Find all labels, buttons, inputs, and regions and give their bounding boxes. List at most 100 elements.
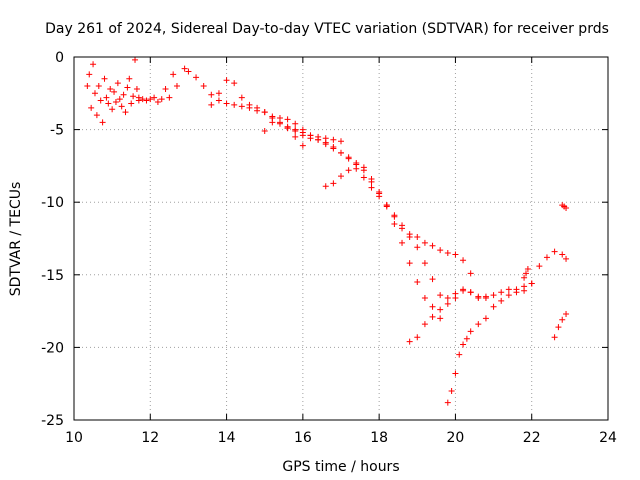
y-tick-label: -25	[41, 413, 64, 429]
plot-frame	[73, 56, 609, 421]
data-point	[429, 313, 436, 320]
data-point	[429, 303, 436, 310]
data-point	[345, 167, 352, 174]
data-point	[368, 178, 375, 185]
data-point	[563, 311, 570, 318]
y-tick-label: -10	[41, 195, 64, 211]
data-point	[490, 303, 497, 310]
axis-ticks	[73, 56, 609, 421]
data-point	[292, 128, 299, 135]
data-point	[414, 279, 421, 286]
data-point	[118, 103, 125, 110]
x-tick-label: 16	[294, 430, 312, 446]
data-point	[299, 126, 306, 133]
grid-lines	[74, 57, 608, 420]
data-point	[103, 94, 110, 101]
data-point	[543, 254, 550, 261]
data-point	[330, 136, 337, 143]
data-point	[460, 341, 467, 348]
data-point	[467, 270, 474, 277]
data-point	[299, 142, 306, 149]
data-point	[421, 239, 428, 246]
data-point	[200, 83, 207, 90]
data-point	[338, 173, 344, 180]
data-point	[170, 71, 177, 78]
data-point	[383, 202, 390, 209]
data-point	[261, 128, 268, 135]
data-point	[307, 132, 314, 139]
data-point	[238, 103, 245, 110]
data-point	[475, 295, 482, 302]
data-point	[536, 263, 543, 270]
data-point	[563, 255, 570, 262]
data-point	[429, 276, 436, 283]
data-point	[360, 174, 367, 181]
data-point	[338, 149, 344, 156]
data-point	[132, 56, 139, 63]
data-point	[261, 109, 268, 116]
data-point	[475, 321, 482, 328]
data-point	[181, 65, 188, 72]
data-point	[166, 94, 173, 101]
y-tick-labels: 0 -5 -10 -15 -20 -25	[41, 50, 64, 429]
x-tick-label: 14	[218, 430, 236, 446]
data-point	[116, 96, 123, 103]
data-point	[330, 145, 337, 152]
data-point	[482, 315, 489, 322]
data-point	[284, 125, 291, 132]
y-tick-label: 0	[55, 50, 64, 66]
data-point	[437, 315, 444, 322]
data-point	[522, 270, 529, 277]
data-point	[429, 242, 436, 249]
data-point	[330, 180, 337, 187]
y-tick-label: -5	[50, 123, 64, 139]
data-point	[133, 85, 140, 92]
data-point	[254, 104, 261, 111]
data-point	[128, 100, 135, 107]
data-point	[223, 77, 230, 84]
data-point	[421, 295, 428, 302]
data-point	[109, 106, 116, 113]
x-tick-label: 18	[370, 430, 388, 446]
data-point	[99, 119, 106, 126]
data-point	[551, 248, 558, 255]
data-point	[467, 328, 474, 335]
data-point	[154, 99, 161, 106]
data-point	[223, 100, 230, 107]
x-tick-label: 12	[141, 430, 159, 446]
x-tick-label: 20	[447, 430, 465, 446]
data-point	[452, 295, 459, 302]
data-point	[158, 96, 165, 103]
data-point	[448, 387, 455, 394]
data-point	[322, 183, 329, 190]
data-point	[482, 293, 489, 300]
data-point	[215, 97, 222, 104]
data-point	[120, 91, 127, 98]
data-point	[276, 114, 283, 121]
data-point	[528, 280, 535, 287]
y-axis-label: SDTVAR / TECUs	[8, 182, 24, 297]
data-point	[299, 132, 306, 139]
data-point	[463, 335, 470, 342]
data-point	[338, 138, 344, 145]
data-point	[421, 260, 428, 267]
data-point	[444, 295, 451, 302]
x-tick-label: 24	[599, 430, 617, 446]
x-axis-label: GPS time / hours	[282, 459, 399, 475]
data-point	[505, 286, 512, 293]
data-point	[555, 324, 562, 331]
data-point	[399, 222, 406, 229]
data-point	[391, 220, 398, 227]
data-points	[84, 56, 570, 406]
data-point	[559, 316, 566, 323]
data-point	[111, 88, 118, 95]
data-point	[143, 97, 150, 104]
data-point	[421, 321, 428, 328]
data-point	[322, 141, 329, 148]
data-point	[105, 100, 112, 107]
data-point	[185, 68, 192, 75]
data-point	[151, 94, 158, 101]
data-point	[139, 96, 146, 103]
data-point	[112, 99, 119, 106]
data-point	[467, 289, 474, 296]
